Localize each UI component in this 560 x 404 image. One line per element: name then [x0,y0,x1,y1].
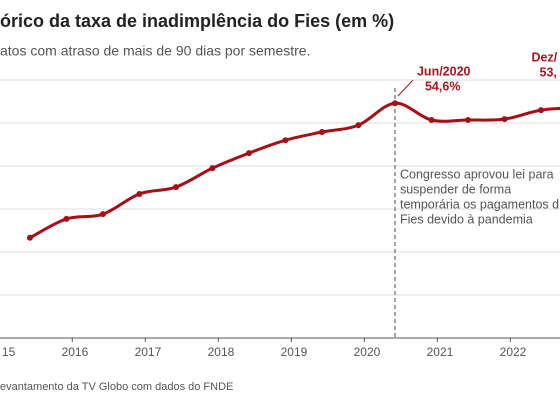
point [136,190,143,197]
annotation-text: temporária os pagamentos d [400,197,559,211]
point [99,211,106,218]
point [465,116,472,123]
point [355,122,362,129]
source: evantamento da TV Globo com dados do FND… [0,381,233,393]
annotation-text: suspender de forma [400,182,511,196]
point [26,234,33,241]
line [29,101,560,240]
point [245,150,252,157]
x-tick-label: 15 [2,345,16,359]
point [209,165,216,172]
annotation-text: Congresso aprovou lei para [400,167,554,181]
x-tick-label: 2016 [62,345,89,359]
x-tick-label: 2017 [135,345,162,359]
chart-title: órico da taxa de inadimplência do Fies (… [0,11,394,31]
x-tick-label: 2019 [281,345,308,359]
x-tick-label: 2020 [354,345,381,359]
x-tick-label: 2021 [427,345,454,359]
annotation-label: Jun/2020 [417,64,471,78]
point [391,100,398,107]
annotation-value: 53, [540,65,557,79]
point [63,215,70,222]
annotation-label: Dez/ [532,50,558,64]
point [282,137,289,144]
x-tick-label: 2018 [208,345,235,359]
chart-subtitle: atos com atraso de mais de 90 dias por s… [0,43,310,59]
x-tick-label: 2022 [500,345,527,359]
point [318,129,325,136]
annotation-value: 54,6% [425,79,460,93]
point [501,116,508,123]
annotation-pointer [397,79,414,97]
point [428,116,435,123]
point [172,184,179,191]
point [538,107,545,114]
annotation-text: Fies devido à pandemia [400,212,533,226]
